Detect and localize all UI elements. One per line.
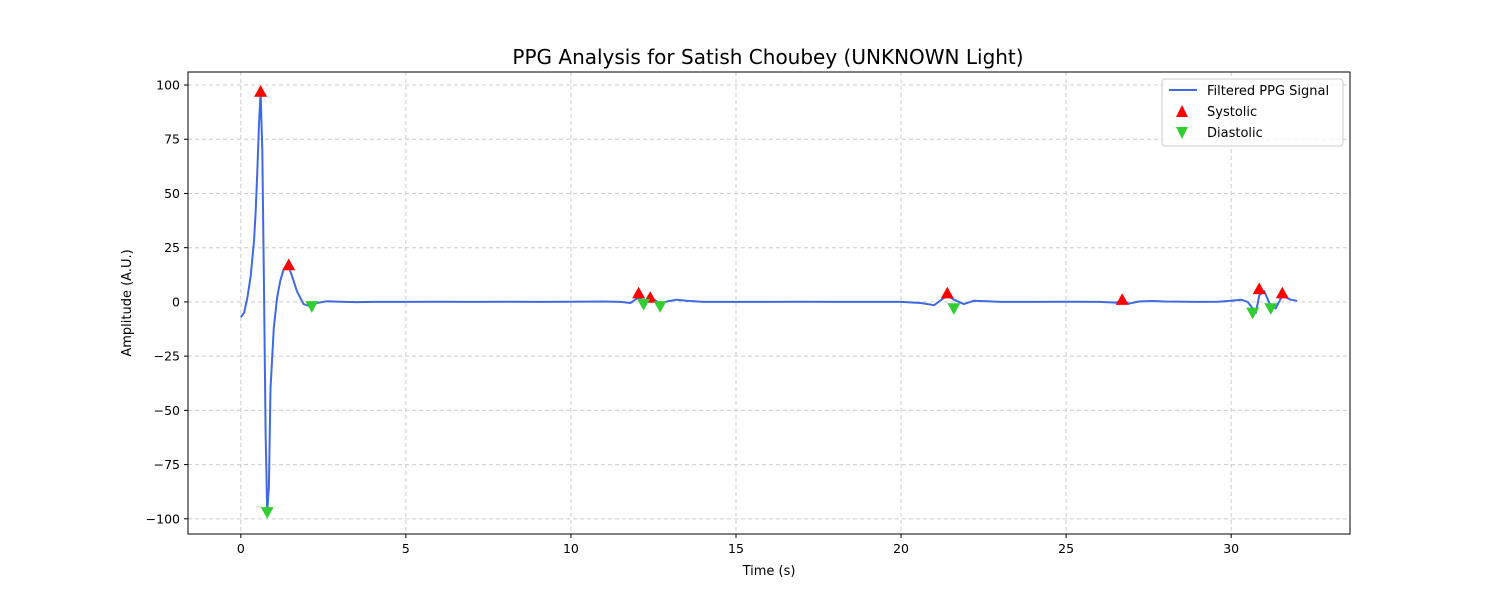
legend-diastolic-icon	[1176, 127, 1188, 139]
x-axis-label: Time (s)	[742, 564, 796, 579]
x-tick-label: 5	[402, 541, 410, 556]
chart-title: PPG Analysis for Satish Choubey (UNKNOWN…	[512, 45, 1023, 69]
peak-markers	[254, 85, 1289, 519]
y-tick-label: 75	[164, 132, 180, 147]
x-tick-label: 30	[1223, 541, 1239, 556]
y-tick-label: 100	[156, 78, 180, 93]
legend-label-diastolic: Diastolic	[1207, 126, 1263, 141]
x-tick-label: 20	[893, 541, 909, 556]
y-axis-ticks: 100 75 50 25 0 −25 −50 −75 −100	[146, 78, 188, 526]
legend-label-systolic: Systolic	[1207, 105, 1257, 120]
y-axis-label: Amplitude (A.U.)	[120, 249, 135, 356]
systolic-peak-marker	[1275, 286, 1289, 299]
plot-frame	[187, 71, 1351, 535]
diastolic-peak-marker	[1264, 303, 1278, 315]
systolic-peak-marker	[1115, 293, 1129, 305]
y-tick-label: −25	[154, 349, 180, 364]
x-tick-label: 0	[237, 541, 245, 556]
x-tick-label: 15	[728, 541, 744, 556]
legend-box	[1161, 78, 1344, 147]
diastolic-peak-marker	[1246, 307, 1260, 320]
systolic-peak-marker	[1252, 282, 1266, 295]
diastolic-peak-marker	[947, 303, 961, 315]
x-axis-ticks: 0 5 10 15 20 25 30	[237, 534, 1239, 556]
y-tick-label: −100	[146, 511, 180, 526]
diastolic-peak-marker	[637, 298, 651, 311]
legend: Filtered PPG Signal Systolic Diastolic	[1161, 78, 1344, 147]
systolic-peak-marker	[282, 258, 296, 271]
x-tick-label: 10	[563, 541, 579, 556]
legend-systolic-icon	[1176, 105, 1188, 117]
y-tick-label: 25	[164, 240, 180, 255]
systolic-peak-marker	[940, 286, 954, 299]
y-tick-label: −50	[154, 403, 180, 418]
diastolic-peak-marker	[305, 301, 319, 313]
diastolic-peak-marker	[260, 507, 274, 519]
y-tick-label: 0	[172, 294, 180, 309]
x-tick-label: 25	[1058, 541, 1074, 556]
diastolic-peak-marker	[653, 301, 667, 313]
systolic-peak-marker	[254, 85, 268, 97]
y-tick-label: −75	[154, 457, 180, 472]
systolic-peak-marker	[632, 286, 646, 299]
y-tick-label: 50	[164, 186, 180, 201]
legend-label-signal: Filtered PPG Signal	[1207, 84, 1329, 99]
